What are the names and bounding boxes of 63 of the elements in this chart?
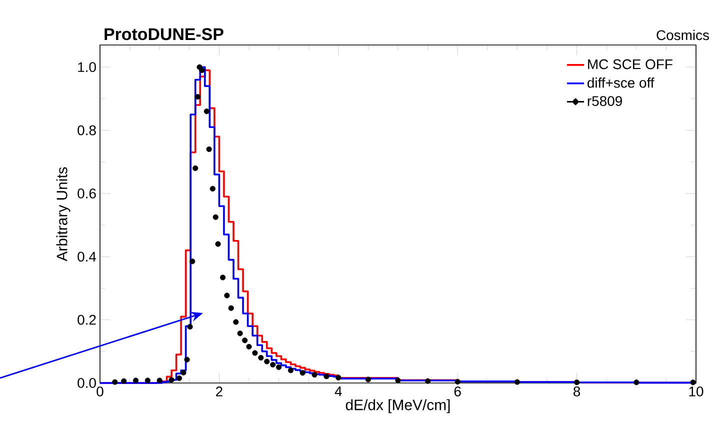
point [514,379,520,385]
point [270,362,276,368]
legend-label: MC SCE OFF [588,59,672,70]
point [395,378,401,384]
point [233,319,239,325]
y-tick-label: 0.2 [78,314,96,325]
point [252,350,258,356]
y-tick-label: 0.0 [78,378,96,388]
point [228,305,234,311]
x-axis-title: dE/dx [MeV/cm] [346,399,450,414]
y-axis-title: Arbitrary Units [56,167,70,262]
point [187,324,193,330]
point [168,377,174,383]
point [132,378,139,384]
point [454,378,460,385]
point [144,378,150,384]
point [246,344,252,350]
x-tick-label: 4 [334,386,342,396]
point [180,370,186,376]
point [156,378,162,384]
x-tick-label: 8 [574,386,580,396]
point [365,376,372,382]
point [288,368,294,374]
point [634,380,640,386]
y-tick-label: 0.4 [78,252,96,262]
point [300,370,306,376]
point [242,338,248,344]
point [574,380,580,386]
point [258,354,264,361]
chart-title: ProtoDUNE-SP [104,28,224,40]
point [336,374,342,380]
point [204,108,210,114]
point [425,378,431,384]
x-tick-label: 2 [216,386,222,396]
point [237,330,243,336]
point [112,379,118,385]
point [199,67,205,74]
point [312,372,318,378]
x-tick-label: 6 [454,386,461,396]
point [192,165,198,171]
y-tick-label: 1.0 [78,62,96,72]
x-tick-label: 10 [689,386,704,396]
point [121,378,127,384]
point [212,214,218,220]
point [210,186,216,192]
point [264,358,270,364]
x-tick-label: 0 [96,386,104,396]
point [215,241,221,247]
text: Cosmics [656,30,709,40]
point [276,364,282,370]
legend-label: r5809 [588,96,622,106]
point [194,94,201,100]
legend-label: diff+sce off [588,78,654,88]
point [690,380,696,386]
point [324,374,330,380]
point [190,258,196,264]
point [176,375,182,382]
point [220,274,226,280]
point [206,146,212,152]
y-tick-label: 0.8 [78,125,96,136]
y-tick-label: 0.6 [78,188,96,198]
point [184,356,190,362]
point [224,292,230,298]
